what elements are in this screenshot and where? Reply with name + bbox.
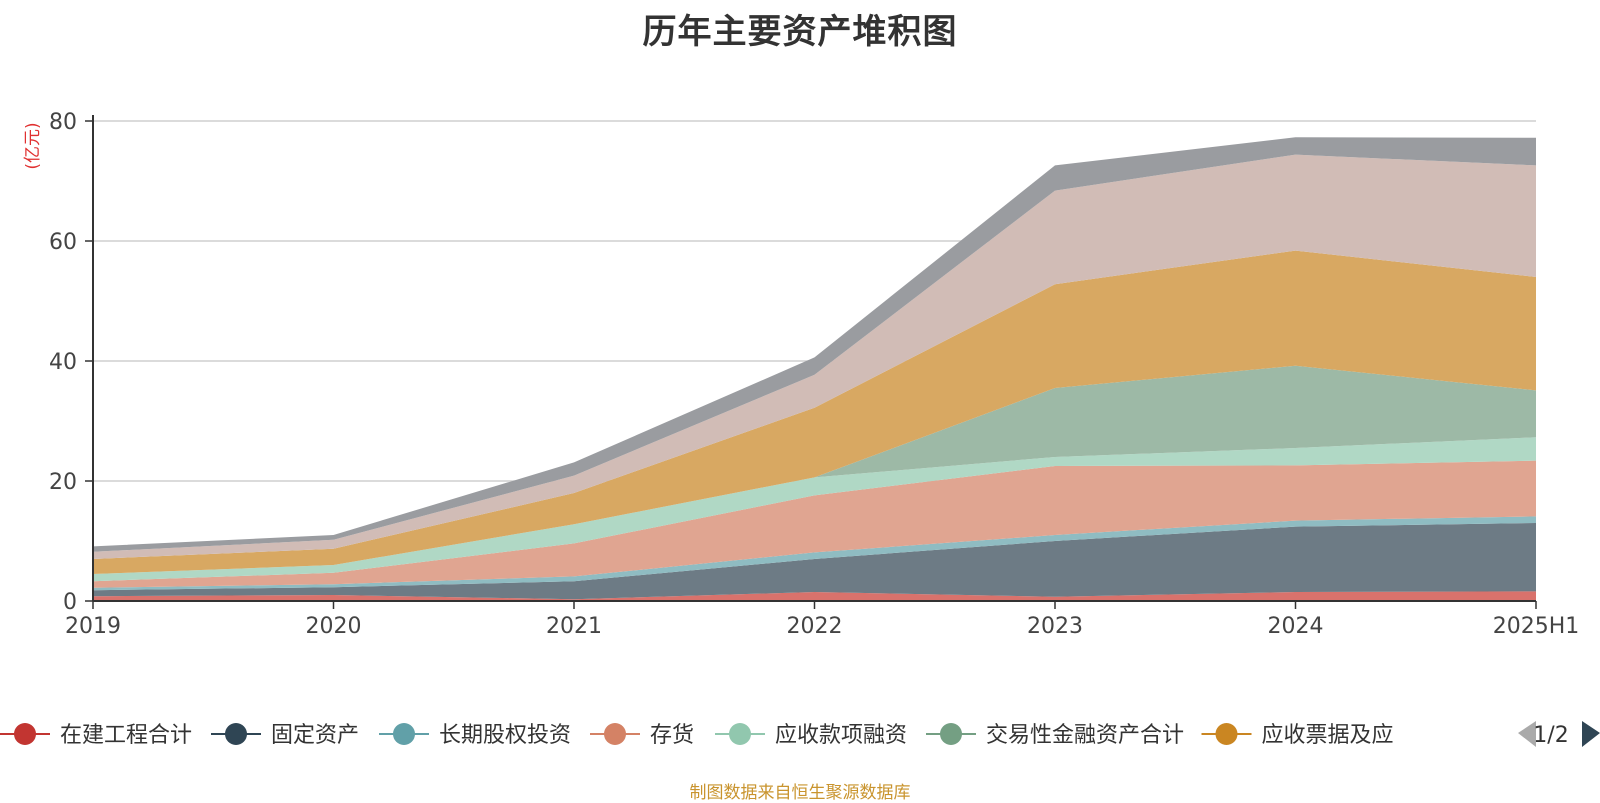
y-tick-label: 60 — [49, 230, 77, 255]
legend-marker — [393, 723, 415, 745]
legend-label: 存货 — [650, 723, 694, 748]
legend-item[interactable]: 在建工程合计 — [0, 723, 192, 748]
x-tick-label: 2024 — [1268, 614, 1324, 639]
legend-label: 应收款项融资 — [775, 723, 907, 748]
legend-marker — [1215, 723, 1238, 745]
legend-item[interactable]: 固定资产 — [211, 723, 359, 748]
legend-marker — [604, 723, 626, 745]
x-tick-label: 2020 — [306, 614, 362, 639]
legend-item[interactable]: 存货 — [590, 723, 694, 748]
legend-label: 在建工程合计 — [60, 723, 192, 748]
area-series-4 — [93, 460, 1536, 588]
area-series-6 — [93, 365, 1536, 574]
legend-page-indicator: 1/2 — [1533, 723, 1568, 748]
axis-layer: 0 20 40 60 80 2019 2020 2021 2022 2023 2024 2025H1 — [49, 110, 1579, 639]
area-series-8 — [93, 154, 1536, 559]
y-axis-unit-label: (亿元) — [23, 122, 43, 169]
legend-label: 长期股权投资 — [439, 723, 571, 748]
area-series-1 — [93, 591, 1536, 601]
legend: 在建工程合计 固定资产 长期股权投资 存货 应收款项融资 交易性金融资产合计 应收票据及应 1… — [0, 721, 1600, 748]
legend-item[interactable]: 交易性金融资产合计 — [926, 723, 1184, 748]
legend-marker — [729, 723, 751, 745]
chart-title: 历年主要资产堆积图 — [642, 12, 958, 52]
y-tick-label: 40 — [49, 350, 77, 375]
legend-marker — [14, 723, 36, 745]
area-layer — [93, 137, 1536, 601]
source-note: 制图数据来自恒生聚源数据库 — [689, 783, 911, 803]
legend-label: 交易性金融资产合计 — [986, 723, 1184, 748]
x-tick-label: 2023 — [1027, 614, 1083, 639]
legend-label: 应收票据及应 — [1262, 723, 1394, 748]
area-series-5 — [93, 437, 1536, 582]
y-tick-label: 80 — [49, 110, 77, 135]
area-series-7 — [93, 250, 1536, 574]
x-tick-label: 2019 — [65, 614, 121, 639]
y-tick-label: 20 — [49, 470, 77, 495]
y-tick-label: 0 — [63, 590, 77, 615]
legend-label: 固定资产 — [271, 723, 359, 748]
x-tick-label: 2022 — [787, 614, 843, 639]
legend-item[interactable]: 应收款项融资 — [715, 723, 907, 748]
area-series-2 — [93, 523, 1536, 600]
legend-marker — [225, 723, 247, 745]
legend-marker — [940, 723, 962, 745]
x-tick-label: 2025H1 — [1493, 614, 1580, 639]
area-series-3 — [93, 516, 1536, 591]
triangle-left-icon[interactable] — [1518, 721, 1536, 747]
legend-item[interactable]: 长期股权投资 — [379, 723, 571, 748]
triangle-right-icon[interactable] — [1582, 721, 1600, 747]
x-tick-label: 2021 — [546, 614, 602, 639]
legend-item[interactable]: 应收票据及应 — [1201, 723, 1394, 748]
